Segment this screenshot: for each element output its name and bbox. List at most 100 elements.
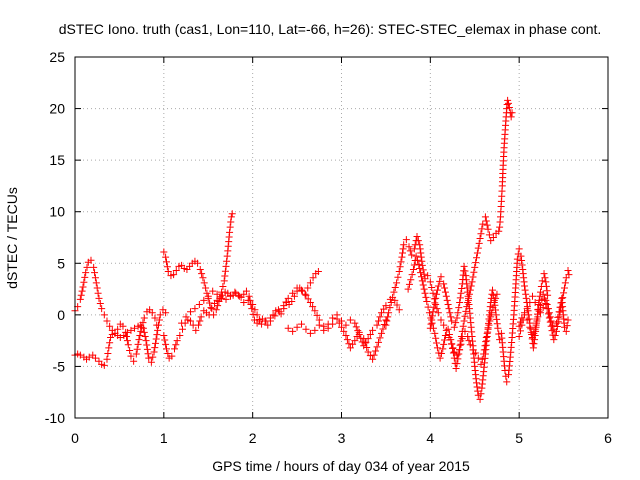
data-point-arc-f xyxy=(352,323,360,331)
data-point-arc-i xyxy=(540,270,548,278)
data-point-arc-a xyxy=(123,337,131,345)
data-point-arc-f xyxy=(377,309,385,317)
data-point-arc-j xyxy=(508,109,516,117)
data-point-arc-g xyxy=(437,316,445,324)
data-point-arc-e xyxy=(204,292,212,300)
data-point-arc-k xyxy=(539,290,547,298)
data-point-arc-l xyxy=(518,321,526,329)
data-point-arc-k xyxy=(565,271,573,279)
data-point-arc-f xyxy=(342,321,350,329)
data-point-arc-a xyxy=(133,345,141,353)
data-point-arc-e xyxy=(222,295,230,303)
data-point-arc-e xyxy=(346,344,354,352)
data-point-arc-l xyxy=(555,308,563,316)
data-point-arc-e xyxy=(379,325,387,333)
data-point-arc-f xyxy=(302,325,310,333)
data-point-arc-h xyxy=(472,259,480,267)
data-point-arc-h xyxy=(484,225,492,233)
data-point-arc-a xyxy=(148,309,156,317)
data-point-arc-d xyxy=(176,331,184,339)
data-point-arc-k xyxy=(533,317,541,325)
data-point-arc-h xyxy=(407,276,415,284)
data-point-arc-h xyxy=(425,309,433,317)
data-point-arc-d xyxy=(170,345,178,353)
data-point-arc-h xyxy=(444,325,452,333)
data-point-arc-k xyxy=(530,329,538,337)
data-point-arc-f xyxy=(306,329,314,337)
data-point-arc-b xyxy=(155,316,163,324)
data-point-arc-i xyxy=(448,317,456,325)
data-point-arc-f xyxy=(333,311,341,319)
data-point-arc-g xyxy=(482,338,490,346)
data-point-arc-f xyxy=(382,302,390,310)
data-point-arc-e xyxy=(340,327,348,335)
data-point-arc-g xyxy=(416,241,424,249)
data-point-arc-f xyxy=(360,342,368,350)
data-point-arc-c xyxy=(160,248,168,256)
data-point-arc-d xyxy=(172,341,180,349)
data-point-arc-f xyxy=(311,326,319,334)
data-point-arc-g xyxy=(385,309,393,317)
data-point-arc-b xyxy=(90,263,98,271)
data-point-arc-e xyxy=(293,284,301,292)
data-point-arc-d xyxy=(168,352,176,360)
data-point-arc-b xyxy=(150,348,158,356)
data-point-arc-h xyxy=(475,239,483,247)
y-axis-label: dSTEC / TECUs xyxy=(4,187,20,289)
data-point-arc-h xyxy=(489,234,497,241)
data-point-arc-i xyxy=(460,262,468,270)
data-point-arc-i xyxy=(455,304,463,312)
data-point-arc-h xyxy=(473,254,481,262)
data-point-arc-a xyxy=(136,331,144,339)
data-point-arc-b xyxy=(83,263,91,271)
data-point-arc-h xyxy=(461,312,469,320)
data-point-arc-g xyxy=(424,272,432,280)
data-point-arc-k xyxy=(531,325,539,333)
data-point-arc-e xyxy=(213,290,221,298)
data-point-arc-l xyxy=(515,333,523,341)
data-point-arc-b xyxy=(91,269,99,277)
data-point-arc-g xyxy=(399,245,407,253)
data-point-arc-i xyxy=(473,379,481,387)
data-point-arc-e xyxy=(304,295,312,303)
data-point-arc-h xyxy=(417,273,425,281)
data-point-arc-h xyxy=(456,341,464,349)
data-point-arc-e xyxy=(282,298,290,306)
data-point-arc-e xyxy=(311,307,319,315)
data-point-arc-g xyxy=(393,279,401,287)
data-point-arc-l xyxy=(550,325,558,333)
data-point-arc-k xyxy=(540,295,548,303)
data-point-arc-d xyxy=(264,321,272,329)
data-point-arc-i xyxy=(493,315,501,323)
data-point-arc-b xyxy=(94,289,102,297)
data-point-arc-d xyxy=(162,340,170,348)
data-point-arc-i xyxy=(492,311,500,319)
data-point-arc-h xyxy=(433,344,441,352)
data-point-arc-a xyxy=(127,352,135,360)
data-point-arc-b xyxy=(151,339,159,347)
data-point-arc-e xyxy=(372,347,380,355)
data-point-arc-i xyxy=(437,273,445,281)
data-point-arc-c xyxy=(206,299,214,307)
data-point-arc-g xyxy=(434,309,442,317)
data-point-arc-h xyxy=(460,317,468,325)
data-point-arc-i xyxy=(457,289,465,297)
data-point-arc-i xyxy=(518,257,526,265)
data-point-arc-b xyxy=(153,331,161,339)
data-point-arc-i xyxy=(535,301,543,309)
data-point-arc-i xyxy=(520,282,528,290)
data-point-arc-k xyxy=(532,321,540,329)
data-point-arc-h xyxy=(477,230,485,238)
data-point-arc-b xyxy=(100,311,108,319)
data-point-arc-e xyxy=(298,286,306,294)
data-point-arc-a xyxy=(105,344,113,352)
data-point-arc-e xyxy=(370,351,378,359)
data-point-arc-d xyxy=(309,274,317,282)
data-point-arc-g xyxy=(429,289,437,297)
data-point-arc-h xyxy=(447,336,455,344)
data-point-arc-b xyxy=(131,324,139,332)
data-point-arc-c xyxy=(227,213,235,221)
data-point-arc-h xyxy=(462,307,470,315)
data-point-arc-e xyxy=(306,298,314,306)
